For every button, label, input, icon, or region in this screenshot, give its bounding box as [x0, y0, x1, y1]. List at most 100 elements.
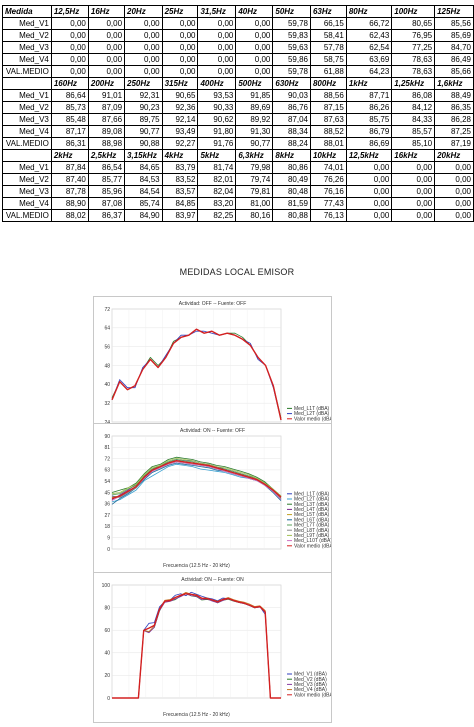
- table-header-cell: 80Hz: [345, 5, 393, 18]
- y-tick-label: 20: [104, 673, 110, 679]
- table-row: Med_V1 0,00 0,00 0,00 0,00 0,00 0,00 59,78 66,15…: [2, 17, 474, 30]
- table-header-cell: 200Hz: [87, 77, 126, 90]
- table-cell: 78,63: [391, 53, 436, 66]
- table-cell: 0,00: [197, 29, 237, 42]
- table-cell: 0,00: [50, 41, 89, 54]
- legend-entry: Med_L7T (dBA): [294, 523, 330, 529]
- table-cell: 59,83: [272, 29, 311, 42]
- table-header-cell: 2kHz: [50, 149, 89, 162]
- row-label: Med_V1: [2, 161, 52, 174]
- legend-entry: Med_V1 (dBA): [294, 672, 327, 678]
- table-cell: 0,00: [161, 53, 199, 66]
- table-cell: 86,37: [87, 209, 126, 222]
- y-tick-label: 45: [104, 490, 110, 496]
- table-cell: 92,27: [161, 137, 199, 150]
- table-cell: 80,65: [391, 17, 436, 30]
- table-cell: 0,00: [235, 29, 274, 42]
- table-cell: 76,95: [391, 29, 436, 42]
- table-cell: 0,00: [87, 17, 126, 30]
- legend-entry: Med_L2T (dBA): [294, 411, 330, 417]
- table-cell: 87,04: [272, 113, 311, 126]
- table-cell: 0,00: [197, 41, 237, 54]
- row-label: VAL.MEDIO: [2, 209, 52, 222]
- table-header-cell: 100Hz: [391, 5, 436, 18]
- y-tick-label: 81: [104, 445, 110, 451]
- table-cell: 0,00: [87, 65, 126, 78]
- legend-entry: Med_L5T (dBA): [294, 512, 330, 518]
- legend-entry: Med_L10T (dBA): [294, 538, 331, 544]
- table-header-cell: 63Hz: [309, 5, 347, 18]
- table-cell: 0,00: [434, 161, 474, 174]
- legend-entry: Med_L6T (dBA): [294, 517, 330, 523]
- table-cell: 77,25: [391, 41, 436, 54]
- table-header-cell: 20kHz: [434, 149, 474, 162]
- table-cell: 82,04: [197, 185, 237, 198]
- table-cell: 0,00: [345, 209, 393, 222]
- table-cell: 90,33: [197, 101, 237, 114]
- row-label: VAL.MEDIO: [2, 137, 52, 150]
- table-cell: 93,49: [161, 125, 199, 138]
- y-tick-label: 9: [107, 536, 110, 542]
- table-cell: 88,01: [309, 137, 347, 150]
- chart-title: Actividad: ON -- Fuente: OFF: [180, 428, 245, 434]
- row-label: Med_V1: [2, 17, 52, 30]
- table-cell: 85,77: [87, 173, 126, 186]
- table-cell: 90,88: [124, 137, 163, 150]
- chart-svg: Actividad: ON -- Fuente: ON 100 80 60 40 20 0 M…: [102, 577, 331, 718]
- table-header-cell: 10kHz: [309, 149, 347, 162]
- table-cell: 84,65: [124, 161, 163, 174]
- table-cell: 91,85: [235, 89, 274, 102]
- table-cell: 0,00: [161, 41, 199, 54]
- table-cell: 87,25: [434, 125, 474, 138]
- table-cell: 86,28: [434, 113, 474, 126]
- table-header-row: 2kHz 2,5kHz 3,15kHz 4kHz 5kHz 6,3kHz 8kHz 10kHz…: [2, 149, 474, 162]
- table-cell: 85,10: [391, 137, 436, 150]
- table-cell: 0,00: [161, 65, 199, 78]
- table-cell: 86,08: [391, 89, 436, 102]
- table-cell: 81,00: [235, 197, 274, 210]
- legend-entry: Valor medio (dBA): [294, 692, 331, 698]
- table-cell: 86,49: [434, 53, 474, 66]
- chart-title: Actividad: ON -- Fuente: ON: [181, 577, 244, 583]
- table-header-cell: 1,25kHz: [391, 77, 436, 90]
- x-axis-label: Frecuencia (12.5 Hz - 20 kHz): [163, 712, 230, 718]
- table-cell: 85,57: [391, 125, 436, 138]
- y-tick-label: 48: [104, 363, 110, 369]
- table-cell: 0,00: [235, 53, 274, 66]
- table-header-cell: 40Hz: [235, 5, 274, 18]
- table-cell: 90,65: [161, 89, 199, 102]
- table-header-cell: 800Hz: [309, 77, 347, 90]
- table-header-cell: 20Hz: [124, 5, 163, 18]
- table-cell: 86,31: [50, 137, 89, 150]
- table-cell: 85,69: [434, 29, 474, 42]
- table-header-cell: 12,5kHz: [345, 149, 393, 162]
- table-cell: 90,23: [124, 101, 163, 114]
- table-cell: 84,90: [124, 209, 163, 222]
- legend-entry: Med_V3 (dBA): [294, 682, 327, 688]
- y-tick-label: 72: [104, 456, 110, 462]
- table-row: Med_V1 86,64 91,01 92,31 90,65 93,53 91,85 90,0…: [2, 89, 474, 102]
- table-cell: 90,77: [235, 137, 274, 150]
- table-cell: 0,00: [87, 29, 126, 42]
- table-cell: 0,00: [434, 197, 474, 210]
- y-tick-label: 60: [104, 628, 110, 634]
- row-label: Med_V2: [2, 29, 52, 42]
- table-header-cell: 4kHz: [161, 149, 199, 162]
- table-cell: 0,00: [124, 29, 163, 42]
- table-header-cell: 160Hz: [50, 77, 89, 90]
- series-line: [111, 458, 282, 497]
- table-cell: 91,76: [197, 137, 237, 150]
- table-row: Med_V3 87,78 85,96 84,54 83,57 82,04 79,81 80,4…: [2, 185, 474, 198]
- row-label: VAL.MEDIO: [2, 65, 52, 78]
- table-cell: 86,64: [50, 89, 89, 102]
- table-cell: 0,00: [345, 185, 393, 198]
- table-row: Med_V4 88,90 87,08 85,74 84,85 83,20 81,00 81,5…: [2, 197, 474, 210]
- legend-entry: Med_L4T (dBA): [294, 507, 330, 513]
- table-cell: 84,70: [434, 41, 474, 54]
- table-cell: 85,73: [50, 101, 89, 114]
- table-cell: 88,90: [50, 197, 89, 210]
- table-cell: 90,62: [197, 113, 237, 126]
- table-cell: 83,79: [161, 161, 199, 174]
- table-cell: 80,16: [235, 209, 274, 222]
- table-header-cell: 6,3kHz: [235, 149, 274, 162]
